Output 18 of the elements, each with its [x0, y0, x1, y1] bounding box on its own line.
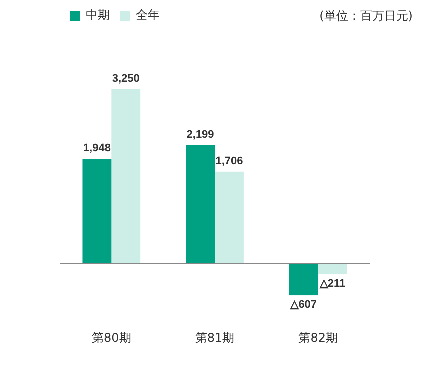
bar [318, 263, 348, 274]
data-label: 1,706 [216, 155, 244, 168]
bar [112, 89, 141, 264]
annotation: △211 [318, 278, 346, 290]
bar [215, 172, 244, 264]
bar [82, 158, 112, 264]
annotation: △607 [290, 299, 318, 312]
bar [186, 146, 215, 264]
data-label: 3,250 [112, 72, 140, 85]
data-label: 2,199 [186, 129, 214, 142]
x-tick-label: 第82期 [298, 330, 338, 345]
legend-label: 全年 [136, 8, 160, 22]
bar [289, 263, 318, 296]
data-label: 1,948 [83, 142, 111, 155]
x-tick-label: 第81期 [195, 330, 235, 345]
text: (単位：百万日元) [320, 9, 413, 24]
x-tick-label: 第80期 [92, 330, 132, 345]
legend-label: 中期 [86, 8, 110, 22]
